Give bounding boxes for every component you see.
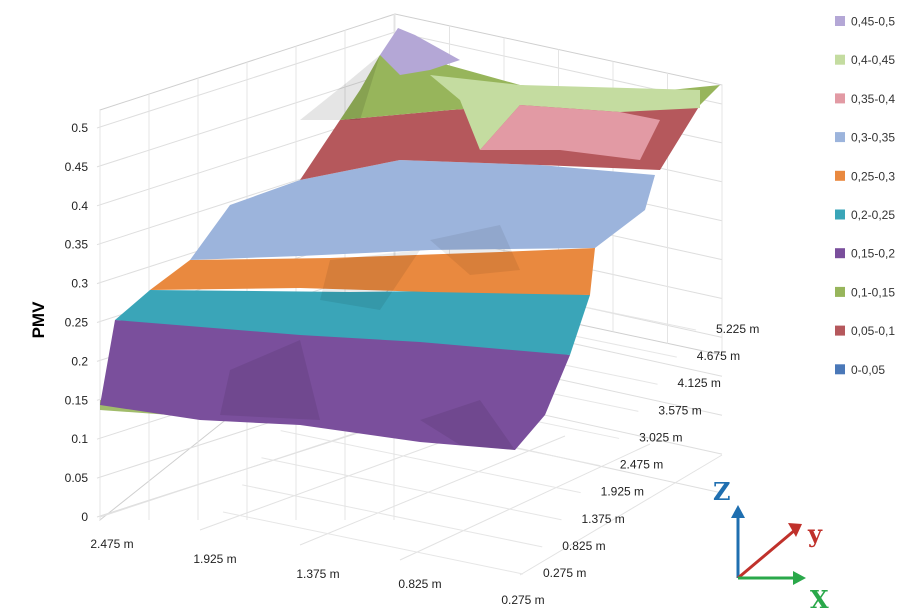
z-tick-label: 0.15 xyxy=(65,393,89,407)
z-tick-label: 0.5 xyxy=(71,121,88,135)
z-tick-label: 0.35 xyxy=(65,238,89,252)
legend-swatch xyxy=(835,325,845,336)
legend-label: 0-0,05 xyxy=(851,363,885,377)
z-tick-label: 0.45 xyxy=(65,160,89,174)
legend-label: 0,4-0,45 xyxy=(851,53,895,67)
z-tick-label: 0.4 xyxy=(71,199,88,213)
legend-swatch xyxy=(835,248,845,259)
z-axis-label: PMV xyxy=(29,301,48,339)
y-tick-label: 5.225 m xyxy=(716,322,759,336)
x-tick-label: 1.925 m xyxy=(193,552,236,566)
floor-gridline xyxy=(280,430,581,494)
surface-band-8 xyxy=(430,75,700,150)
surface-shade xyxy=(320,250,420,310)
legend-item: 0,15-0,2 xyxy=(835,247,895,261)
surface-shade xyxy=(420,400,515,450)
legend-item: 0,05-0,1 xyxy=(835,324,895,338)
legend-label: 0,45-0,5 xyxy=(851,15,895,29)
y-axis-letter: y xyxy=(807,519,823,548)
y-tick-label: 1.925 m xyxy=(601,485,644,499)
legend-label: 0,05-0,1 xyxy=(851,324,895,338)
legend-item: 0,45-0,5 xyxy=(835,15,895,29)
x-tick-label: 1.375 m xyxy=(296,567,339,581)
legend-swatch xyxy=(835,54,845,65)
legend-swatch xyxy=(835,209,845,220)
x-tick-label: 0.275 m xyxy=(501,593,544,607)
surface-band-2 xyxy=(115,290,590,355)
legend-swatch xyxy=(835,132,845,143)
surface-plot xyxy=(100,28,720,450)
legend-label: 0,1-0,15 xyxy=(851,285,895,299)
z-tick-label: 0.2 xyxy=(71,354,88,368)
legend: 0,45-0,5 0,4-0,45 0,35-0,4 0,3-0,35 0,25-0,3… xyxy=(835,15,895,377)
y-tick-label: 3.575 m xyxy=(658,403,701,417)
x-axis-ticks: 2.475 m 1.925 m 1.375 m 0.825 m 0.275 m xyxy=(90,537,544,607)
surface-band-1 xyxy=(100,320,570,450)
floor-gridline xyxy=(299,435,566,546)
surface-band-9 xyxy=(480,105,660,160)
y-tick-label: 0.825 m xyxy=(562,539,605,553)
y-tick-label: 4.125 m xyxy=(678,376,721,390)
z-tick-label: 0.25 xyxy=(65,316,89,330)
surface-shade xyxy=(220,340,320,420)
y-tick-label: 2.475 m xyxy=(620,458,663,472)
z-axis-letter: Z xyxy=(713,477,731,506)
surface-band-7 xyxy=(380,28,460,75)
floor-gridline xyxy=(242,484,543,548)
legend-swatch xyxy=(835,170,845,181)
floor-gridline xyxy=(222,511,524,575)
legend-item: 0,2-0,25 xyxy=(835,208,895,222)
legend-item: 0,25-0,3 xyxy=(835,169,895,183)
legend-swatch xyxy=(835,286,845,297)
y-tick-label: 3.025 m xyxy=(639,430,682,444)
y-tick-label: 0.275 m xyxy=(543,566,586,580)
legend-swatch xyxy=(835,93,845,104)
legend-label: 0,35-0,4 xyxy=(851,92,895,106)
z-arrow-head xyxy=(731,505,745,518)
legend-label: 0,15-0,2 xyxy=(851,247,895,261)
legend-item: 0,3-0,35 xyxy=(835,131,895,145)
x-arrow-head xyxy=(793,571,806,585)
legend-item: 0,1-0,15 xyxy=(835,285,895,299)
legend-item: 0-0,05 xyxy=(835,363,885,377)
z-tick-label: 0 xyxy=(81,510,88,524)
legend-item: 0,4-0,45 xyxy=(835,53,895,67)
legend-swatch xyxy=(835,364,845,375)
legend-label: 0,2-0,25 xyxy=(851,208,895,222)
floor-gridline xyxy=(519,454,723,576)
z-axis-ticks: 0 0.05 0.1 0.15 0.2 0.25 0.3 0.35 0.4 0.45 0.5 xyxy=(65,121,89,524)
surface-band-4 xyxy=(190,160,655,260)
legend-label: 0,3-0,35 xyxy=(851,131,895,145)
floor-gridline xyxy=(261,457,562,521)
surface-shade xyxy=(430,225,520,275)
y-arrow xyxy=(737,528,796,580)
legend-swatch xyxy=(835,16,845,26)
legend-label: 0,25-0,3 xyxy=(851,169,895,183)
axes-indicator: Z y X xyxy=(713,477,829,613)
x-tick-label: 2.475 m xyxy=(90,537,133,551)
x-axis-letter: X xyxy=(810,585,829,613)
y-arrow-head xyxy=(788,523,802,537)
z-tick-label: 0.1 xyxy=(71,432,88,446)
legend-item: 0,35-0,4 xyxy=(835,92,895,106)
z-tick-label: 0.05 xyxy=(65,471,89,485)
surface-shade xyxy=(300,55,380,120)
floor-gridline xyxy=(399,443,651,561)
z-tick-label: 0.3 xyxy=(71,277,88,291)
x-tick-label: 0.825 m xyxy=(398,577,441,591)
y-axis-ticks: 0.275 m 0.825 m 1.375 m 1.925 m 2.475 m 3.025… xyxy=(543,322,759,580)
surface-band-3 xyxy=(150,248,595,295)
y-tick-label: 1.375 m xyxy=(581,512,624,526)
y-tick-label: 4.675 m xyxy=(697,349,740,363)
